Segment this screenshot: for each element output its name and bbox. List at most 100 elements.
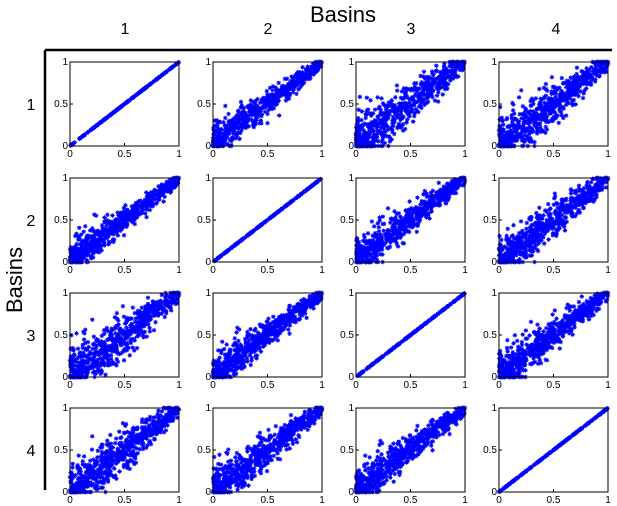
y-tick-label: 0.5	[340, 99, 354, 110]
scatter-panel-r2-c3: 0 0.5 1 0 0.5 1	[340, 173, 468, 276]
x-tick-label: 0.5	[547, 265, 561, 276]
y-tick-label: 0	[205, 257, 211, 268]
scatter-panel-r2-c2: 0 0.5 1 0 0.5 1	[197, 173, 325, 276]
x-tick-label: 1	[319, 495, 325, 506]
x-tick-label: 1	[605, 149, 611, 160]
y-tick-label: 1	[205, 173, 211, 184]
x-tick-label: 0.5	[261, 380, 275, 391]
asterisk-markers	[496, 59, 611, 149]
x-tick-label: 0	[210, 380, 216, 391]
y-tick-label: 1	[491, 288, 497, 299]
x-tick-label: 0	[353, 380, 359, 391]
scatter-panel-r3-c2: 0 0.5 1 0 0.5 1	[197, 288, 325, 391]
data-points	[210, 405, 325, 495]
y-tick-label: 1	[205, 288, 211, 299]
y-tick-label: 1	[205, 57, 211, 68]
x-tick-label: 0	[496, 265, 502, 276]
x-tick-label: 0.5	[547, 380, 561, 391]
y-tick-label: 0.5	[483, 445, 497, 456]
y-tick-label: 0	[205, 141, 211, 152]
y-tick-label: 0.5	[483, 99, 497, 110]
x-tick-label: 0.5	[404, 380, 418, 391]
asterisk-markers	[353, 175, 468, 265]
y-tick-label: 1	[491, 57, 497, 68]
data-points	[67, 290, 182, 380]
figure-title: Basins	[310, 2, 376, 27]
x-tick-label: 0	[67, 495, 73, 506]
x-tick-label: 0.5	[404, 265, 418, 276]
y-tick-label: 1	[348, 288, 354, 299]
data-points	[210, 290, 325, 380]
x-tick-label: 0	[67, 149, 73, 160]
y-tick-label: 1	[205, 403, 211, 414]
y-tick-label: 0	[62, 487, 68, 498]
y-tick-label: 1	[62, 57, 68, 68]
row-label-2: 2	[27, 213, 36, 230]
x-tick-label: 1	[319, 380, 325, 391]
x-tick-label: 0	[353, 265, 359, 276]
x-tick-label: 1	[462, 149, 468, 160]
y-tick-label: 0.5	[340, 330, 354, 341]
y-tick-label: 0.5	[197, 99, 211, 110]
x-tick-label: 0.5	[118, 149, 132, 160]
asterisk-markers	[210, 59, 324, 149]
y-tick-label: 0	[348, 141, 354, 152]
x-tick-label: 0	[353, 149, 359, 160]
panels-group: 0 0.5 1 0 0.5 1 0 0.5 1 0 0.5 1 0 0.5 1 0 0.5 1 0 0.5 1 0 0.5 1…	[54, 57, 611, 506]
y-tick-label: 0	[348, 257, 354, 268]
asterisk-markers	[210, 290, 325, 380]
scatter-panel-r4-c3: 0 0.5 1 0 0.5 1	[340, 403, 468, 506]
y-tick-label: 1	[62, 288, 68, 299]
asterisk-markers	[210, 405, 325, 495]
y-tick-label: 0	[348, 487, 354, 498]
y-tick-label: 0.5	[54, 215, 68, 226]
scatter-panel-r1-c2: 0 0.5 1 0 0.5 1	[197, 57, 325, 160]
scatter-panel-r2-c4: 0 0.5 1 0 0.5 1	[483, 173, 611, 276]
y-tick-label: 0	[491, 487, 497, 498]
data-points	[496, 406, 610, 495]
data-points	[355, 290, 467, 379]
x-tick-label: 0.5	[547, 149, 561, 160]
y-tick-label: 0.5	[483, 215, 497, 226]
data-points	[496, 59, 611, 149]
y-tick-label: 0	[491, 257, 497, 268]
data-points	[353, 59, 467, 149]
x-tick-label: 1	[176, 380, 182, 391]
y-tick-label: 0	[491, 141, 497, 152]
y-tick-label: 1	[62, 403, 68, 414]
data-points	[211, 176, 324, 264]
x-tick-label: 0.5	[404, 495, 418, 506]
data-points	[353, 405, 468, 495]
y-tick-label: 0	[62, 141, 68, 152]
x-tick-label: 0	[67, 380, 73, 391]
asterisk-markers	[68, 59, 182, 148]
x-tick-label: 1	[319, 149, 325, 160]
row-label-3: 3	[27, 328, 36, 345]
x-tick-label: 0.5	[118, 495, 132, 506]
asterisk-markers	[67, 405, 182, 495]
x-tick-label: 1	[176, 149, 182, 160]
x-tick-label: 0.5	[118, 380, 132, 391]
y-tick-label: 0.5	[54, 99, 68, 110]
x-tick-label: 0	[353, 495, 359, 506]
column-label-2: 2	[264, 21, 273, 38]
x-tick-label: 1	[462, 495, 468, 506]
data-points	[496, 175, 611, 265]
data-points	[353, 175, 468, 265]
asterisk-markers	[67, 290, 182, 380]
x-tick-label: 0.5	[547, 495, 561, 506]
y-tick-label: 0.5	[340, 215, 354, 226]
data-points	[67, 175, 182, 265]
row-label-1: 1	[27, 97, 36, 114]
data-points	[67, 405, 182, 495]
x-tick-label: 1	[605, 265, 611, 276]
asterisk-markers	[496, 175, 611, 265]
data-points	[210, 59, 324, 149]
scatter-panel-r4-c1: 0 0.5 1 0 0.5 1	[54, 403, 182, 506]
x-tick-label: 0	[210, 495, 216, 506]
asterisk-markers	[353, 405, 468, 495]
x-tick-label: 0	[496, 495, 502, 506]
scatter-panel-r1-c3: 0 0.5 1 0 0.5 1	[340, 57, 468, 160]
x-tick-label: 1	[462, 265, 468, 276]
